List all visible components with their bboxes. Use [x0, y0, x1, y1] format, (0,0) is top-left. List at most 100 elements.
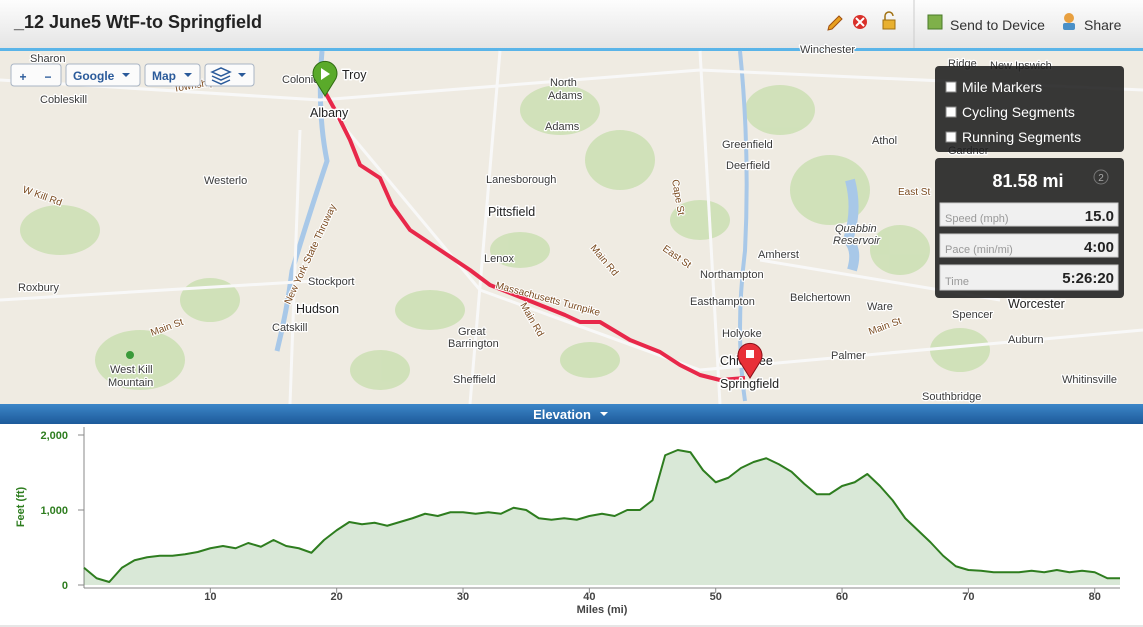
map-label: West Kill	[110, 364, 153, 376]
map-label: Catskill	[272, 322, 307, 334]
stats-panel	[935, 158, 1124, 298]
map-type[interactable]: Map	[152, 69, 176, 83]
map-label: Colonie	[282, 74, 319, 86]
map-label: Stockport	[308, 276, 354, 288]
elevation-line	[83, 449, 1120, 583]
map-label: North	[550, 77, 577, 89]
stat-label: Time	[945, 276, 969, 288]
route-title: _12 June5 WtF-to Springfield	[13, 12, 262, 32]
map-label: Deerfield	[726, 160, 770, 172]
elevation-area	[84, 450, 1120, 585]
checkbox[interactable]	[945, 81, 957, 93]
option-label[interactable]: Mile Markers	[962, 79, 1042, 95]
y-axis-label: Feet (ft)	[15, 487, 27, 528]
zoom-out[interactable]: −	[44, 70, 51, 84]
stat-label: Pace (min/mi)	[945, 244, 1013, 256]
share[interactable]: Share	[1084, 17, 1122, 33]
x-tick-label: 70	[962, 591, 974, 603]
x-tick-label: 30	[457, 591, 469, 603]
badge: 2	[1098, 173, 1104, 184]
header: _12 June5 WtF-to Springfield Send to Dev…	[0, 0, 1143, 51]
checkbox[interactable]	[945, 106, 957, 118]
map-label: Holyoke	[722, 328, 762, 340]
map-label: Troy	[342, 68, 367, 82]
y-tick-label: 2,000	[40, 430, 68, 442]
map-label: Southbridge	[922, 391, 981, 403]
map-label: Whitinsville	[1062, 374, 1117, 386]
map-label: Sheffield	[453, 374, 496, 386]
badge-ring	[1093, 169, 1109, 185]
provider-button[interactable]	[65, 63, 141, 87]
map-label: Ware	[867, 301, 893, 313]
map-label: Springfield	[720, 377, 779, 391]
caret	[600, 412, 608, 416]
x-tick-label: 50	[710, 591, 722, 603]
stat-box	[939, 233, 1119, 258]
header-border	[0, 48, 1143, 51]
map-type-button[interactable]	[144, 63, 201, 87]
map-label: Palmer	[831, 350, 866, 362]
x-tick-label: 80	[1089, 591, 1101, 603]
checkbox[interactable]	[945, 131, 957, 143]
device-icon[interactable]	[927, 14, 943, 30]
layers-button[interactable]	[204, 63, 255, 87]
map-label: Adams	[548, 90, 583, 102]
delete-cross	[855, 17, 865, 27]
send-to-device[interactable]: Send to Device	[950, 17, 1045, 33]
stat-value: 15.0	[1085, 208, 1114, 225]
map-label: Athol	[872, 135, 897, 147]
map: Sharon Cobleskill Colonie Troy Albany We…	[0, 43, 1143, 404]
caret	[184, 73, 192, 77]
map-label: East St	[898, 187, 930, 198]
options-panel	[935, 66, 1124, 152]
map-label: Albany	[310, 106, 349, 120]
map-label: Adams	[545, 121, 580, 133]
stat-box	[939, 202, 1119, 227]
share-icon-body	[1063, 23, 1075, 30]
map-label: Lanesborough	[486, 174, 556, 186]
map-label: Mountain	[108, 377, 153, 389]
layers-icon	[210, 67, 232, 85]
share-icon[interactable]	[1064, 13, 1074, 23]
chart-bg	[0, 424, 1143, 627]
caret	[238, 73, 246, 77]
zoom-in[interactable]: +	[19, 70, 26, 84]
start-marker[interactable]	[312, 60, 338, 97]
lock-icon[interactable]	[882, 19, 896, 30]
map-label: Amherst	[758, 249, 799, 261]
x-tick-label: 40	[583, 591, 595, 603]
zoom-control	[10, 63, 62, 87]
elevation-title[interactable]: Elevation	[533, 407, 591, 422]
option-label[interactable]: Running Segments	[962, 129, 1081, 145]
map-label: Spencer	[952, 309, 993, 321]
x-tick-label: 10	[204, 591, 216, 603]
reservoir	[842, 178, 860, 272]
map-label: Hudson	[296, 302, 339, 316]
route-line	[323, 91, 746, 382]
map-label: Northampton	[700, 269, 764, 281]
stat-label: Speed (mph)	[945, 213, 1009, 225]
map-label: Great	[458, 326, 486, 338]
map-parks	[20, 85, 990, 390]
map-label: Reservoir	[833, 235, 881, 247]
map-label: Belchertown	[790, 292, 851, 304]
map-label: Pittsfield	[488, 205, 535, 219]
stat-value: 5:26:20	[1062, 270, 1114, 287]
map-label: Quabbin	[835, 223, 877, 235]
map-label: Cobleskill	[40, 94, 87, 106]
map-label: Easthampton	[690, 296, 755, 308]
x-axis-label: Miles (mi)	[577, 604, 628, 616]
peak-icon	[126, 351, 134, 359]
edit-icon[interactable]	[827, 15, 843, 31]
provider[interactable]: Google	[73, 69, 115, 83]
river	[274, 50, 330, 352]
elevation-bar[interactable]	[0, 404, 1143, 424]
option-label[interactable]: Cycling Segments	[962, 104, 1075, 120]
y-tick-label: 0	[62, 580, 68, 592]
end-marker[interactable]	[737, 342, 763, 379]
x-tick-label: 20	[331, 591, 343, 603]
map-label: Barrington	[448, 338, 499, 350]
map-label: Lenox	[484, 253, 514, 265]
map-label: Winchester	[800, 44, 855, 56]
map-label: Westerlo	[204, 175, 247, 187]
